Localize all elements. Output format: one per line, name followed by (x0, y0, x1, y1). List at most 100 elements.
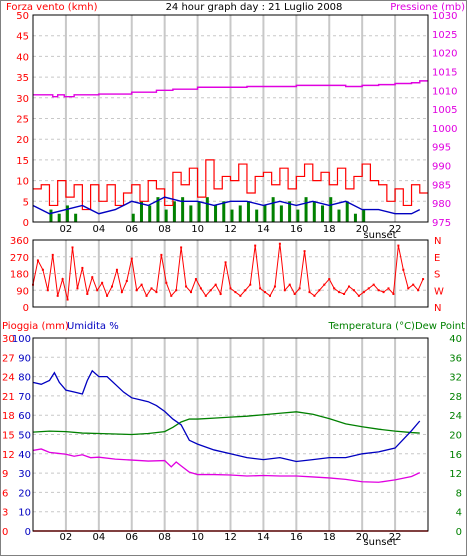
rain-rate-bar (279, 205, 283, 222)
x-tick-label: 18 (323, 532, 336, 543)
rain-rate-bar (156, 197, 160, 222)
rain-rate-bar (271, 197, 275, 222)
x-tick-label: 10 (191, 224, 204, 235)
rain-rate-bar (263, 205, 267, 222)
temperature-y-tick-label: 12 (449, 469, 462, 480)
wind-direction-point (397, 244, 400, 247)
rain-rate-bar (321, 205, 325, 222)
panel-wind-pressure-series (32, 80, 428, 222)
wind-y-tick-label: 5 (23, 197, 29, 208)
wind-direction-point (303, 250, 306, 253)
rain-y-tick-label: 12 (2, 450, 15, 461)
rain-rate-bar (57, 213, 61, 222)
panel-wind-pressure: 02 04 06 08 10 12 14 16 18 20 22051015202530354045… (16, 11, 457, 241)
x-tick-label: 14 (257, 224, 270, 235)
x-tick-label: 10 (191, 532, 204, 543)
x-tick-label: 06 (125, 532, 138, 543)
pressure-y-tick-label: 1025 (432, 30, 457, 41)
wind-direction-point (249, 283, 252, 286)
temperature-y-tick-label: 32 (449, 373, 462, 384)
humidity-y-tick-label: 90 (18, 353, 31, 364)
wind-direction-point (180, 246, 183, 249)
wind-direction-point (377, 289, 380, 292)
wind-direction-point (234, 291, 237, 294)
rain-y-tick-label: 3 (2, 508, 8, 519)
wind-direction-point (293, 292, 296, 295)
rain-rate-bar (205, 197, 209, 222)
wind-y-tick-label: 40 (16, 52, 29, 63)
wind-direction-point (125, 279, 128, 282)
wind-direction-point (333, 287, 336, 290)
wind-direction-point (259, 287, 262, 290)
wind-direction-point (71, 246, 74, 249)
graph-title: 24 hour graph day : 21 Luglio 2008 (166, 2, 343, 13)
rain-rate-bar (197, 201, 201, 222)
wind-y-tick-label: 15 (16, 156, 29, 167)
wind-direction-point (140, 283, 143, 286)
wind-direction-point (402, 268, 405, 271)
wind-direction-point (308, 291, 311, 294)
compass-tick-label: W (434, 286, 444, 297)
pressure-y-tick-label: 1000 (432, 124, 457, 135)
rain-y-tick-label: 30 (2, 334, 15, 345)
x-tick-label: 08 (158, 224, 171, 235)
direction-y-tick-label: 0 (23, 303, 29, 314)
wind-direction-point (273, 285, 276, 288)
wind-direction-point (338, 291, 341, 294)
wind-direction-point (111, 285, 113, 288)
pressure-y-tick-label: 990 (432, 162, 451, 173)
direction-y-tick-label: 270 (10, 253, 29, 264)
humidity-y-tick-label: 10 (18, 508, 31, 519)
wind-direction-point (239, 294, 242, 297)
rain-rate-bar (189, 205, 193, 222)
wind-direction-point (318, 289, 321, 292)
x-tick-label: 14 (257, 532, 270, 543)
wind-direction-point (288, 283, 291, 286)
wind-y-tick-label: 10 (16, 177, 29, 188)
x-tick-label: 20 (356, 224, 369, 235)
x-tick-label: 04 (92, 532, 105, 543)
rain-rate-bar (65, 205, 69, 222)
rain-rate-bar (172, 201, 176, 222)
wind-direction-point (219, 292, 222, 295)
wind-average-line (32, 196, 421, 215)
rain-rate-bar (148, 205, 152, 222)
wind-direction-point (194, 278, 197, 281)
wind-direction-point (199, 287, 202, 290)
wind-direction-point (106, 294, 109, 297)
wind-direction-point (91, 276, 94, 279)
humidity-y-tick-label: 40 (18, 450, 31, 461)
wind-direction-point (56, 294, 59, 297)
x-tick-label: 12 (224, 532, 237, 543)
panel-wind-direction-series (32, 242, 425, 301)
temperature-y-tick-label: 4 (456, 508, 462, 519)
pressure-y-tick-label: 1030 (432, 11, 457, 22)
pressure-y-tick-label: 1005 (432, 105, 457, 116)
panel-wind-direction: 0 N 90 W 180 S 270 E 360 N (10, 236, 444, 314)
wind-direction-point (51, 253, 54, 256)
wind-direction-point (348, 285, 350, 288)
pressure-y-tick-label: 980 (432, 199, 451, 210)
x-tick-label: 18 (323, 224, 336, 235)
rain-rate-bar (337, 209, 341, 222)
panel-wind-pressure-tick-labels: 02 04 06 08 10 12 14 16 18 20 22051015202530354045… (16, 11, 457, 235)
rain-rate-bar (139, 201, 143, 222)
pressure-y-tick-label: 1015 (432, 67, 457, 78)
rain-rate-bar (49, 209, 53, 222)
wind-direction-point (86, 292, 89, 295)
pressure-axis-title: Pressione (mb) (390, 2, 465, 13)
wind-direction-point (204, 294, 207, 297)
pressure-y-tick-label: 1010 (432, 86, 457, 97)
wind-direction-point (357, 294, 360, 297)
wind-direction-point (115, 268, 118, 271)
wind-direction-point (41, 268, 44, 271)
wind-direction-point (76, 287, 79, 290)
compass-tick-label: E (434, 253, 440, 264)
x-tick-label: 04 (92, 224, 105, 235)
rain-axis-title: Pioggia (mm) (2, 321, 69, 332)
panel-wind-direction-tick-labels: 0 N 90 W 180 S 270 E 360 N (10, 236, 444, 314)
wind-direction-point (120, 291, 123, 294)
wind-y-tick-label: 25 (16, 115, 29, 126)
x-tick-label: 06 (125, 224, 138, 235)
